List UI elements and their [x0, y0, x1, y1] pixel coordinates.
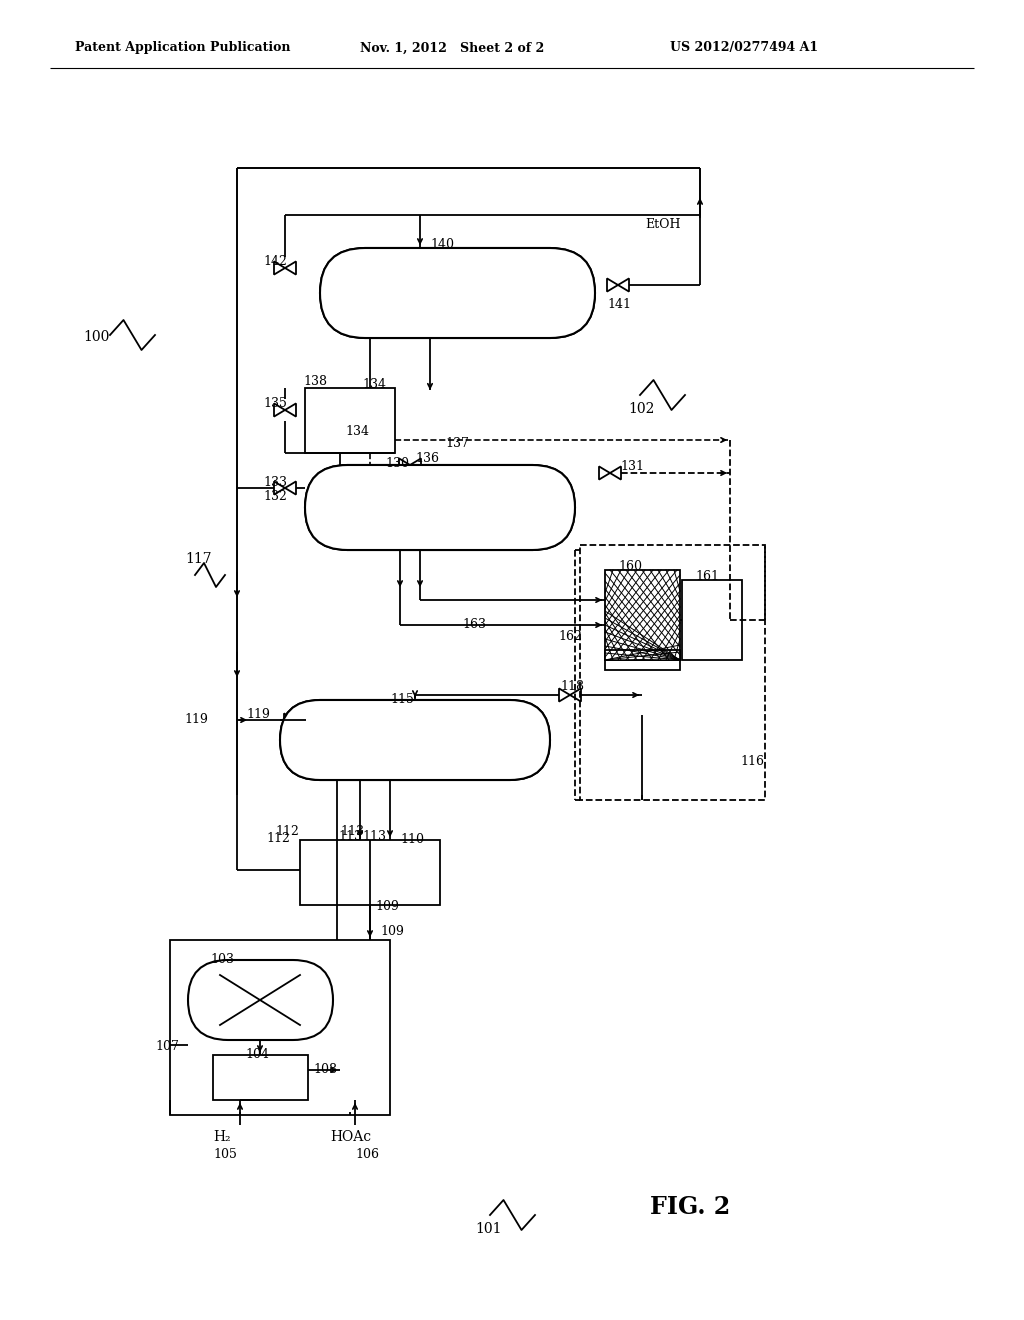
- Text: 109: 109: [375, 900, 399, 913]
- Text: 131: 131: [620, 459, 644, 473]
- Bar: [580, 545, 765, 800]
- Text: 140: 140: [430, 238, 454, 251]
- Text: 113: 113: [338, 830, 362, 843]
- Bar: [170, 940, 390, 1115]
- FancyBboxPatch shape: [280, 700, 550, 780]
- Bar: [682, 579, 742, 660]
- Text: 101: 101: [475, 1222, 502, 1236]
- Text: 134: 134: [362, 378, 386, 391]
- Text: 161: 161: [695, 570, 719, 583]
- Text: 134: 134: [345, 425, 369, 438]
- Bar: [605, 570, 680, 660]
- Text: 119: 119: [184, 713, 208, 726]
- Text: 110: 110: [400, 833, 424, 846]
- FancyBboxPatch shape: [188, 960, 333, 1040]
- Text: US 2012/0277494 A1: US 2012/0277494 A1: [670, 41, 818, 54]
- Text: 103: 103: [210, 953, 234, 966]
- Text: 118: 118: [560, 680, 584, 693]
- Text: 113: 113: [362, 830, 386, 843]
- Text: 107: 107: [155, 1040, 179, 1053]
- Text: 112: 112: [275, 825, 299, 838]
- Bar: [305, 388, 395, 453]
- Bar: [605, 649, 680, 671]
- Text: 160: 160: [618, 560, 642, 573]
- Text: 100: 100: [83, 330, 110, 345]
- FancyBboxPatch shape: [280, 700, 550, 780]
- Text: 162: 162: [558, 630, 582, 643]
- Text: EtOH: EtOH: [645, 218, 681, 231]
- FancyBboxPatch shape: [305, 465, 575, 550]
- Text: 106: 106: [355, 1148, 379, 1162]
- Text: 117: 117: [185, 552, 212, 566]
- Text: 108: 108: [313, 1063, 337, 1076]
- Text: HOAc: HOAc: [330, 1130, 371, 1144]
- Text: 137: 137: [445, 437, 469, 450]
- Text: 141: 141: [607, 298, 631, 312]
- Text: 135: 135: [263, 397, 287, 411]
- Text: H₂: H₂: [213, 1130, 230, 1144]
- Text: 113: 113: [340, 825, 364, 838]
- Text: 116: 116: [740, 755, 764, 768]
- Text: 142: 142: [263, 255, 287, 268]
- Text: 105: 105: [213, 1148, 237, 1162]
- Text: 104: 104: [245, 1048, 269, 1061]
- Bar: [213, 1055, 308, 1100]
- Text: 132: 132: [263, 490, 287, 503]
- FancyBboxPatch shape: [319, 248, 595, 338]
- Text: FIG. 2: FIG. 2: [650, 1195, 730, 1218]
- Text: 115: 115: [390, 693, 414, 706]
- Text: 102: 102: [628, 403, 654, 416]
- Text: Nov. 1, 2012   Sheet 2 of 2: Nov. 1, 2012 Sheet 2 of 2: [360, 41, 544, 54]
- Text: 138: 138: [303, 375, 327, 388]
- Text: 109: 109: [380, 925, 403, 939]
- Text: 163: 163: [462, 618, 486, 631]
- Text: 119: 119: [246, 708, 270, 721]
- Text: Patent Application Publication: Patent Application Publication: [75, 41, 291, 54]
- Text: 133: 133: [263, 477, 287, 488]
- FancyBboxPatch shape: [319, 248, 595, 338]
- FancyBboxPatch shape: [305, 465, 575, 550]
- Bar: [300, 840, 440, 906]
- Text: 112: 112: [266, 832, 290, 845]
- Text: 130: 130: [385, 457, 409, 470]
- Text: 136: 136: [415, 451, 439, 465]
